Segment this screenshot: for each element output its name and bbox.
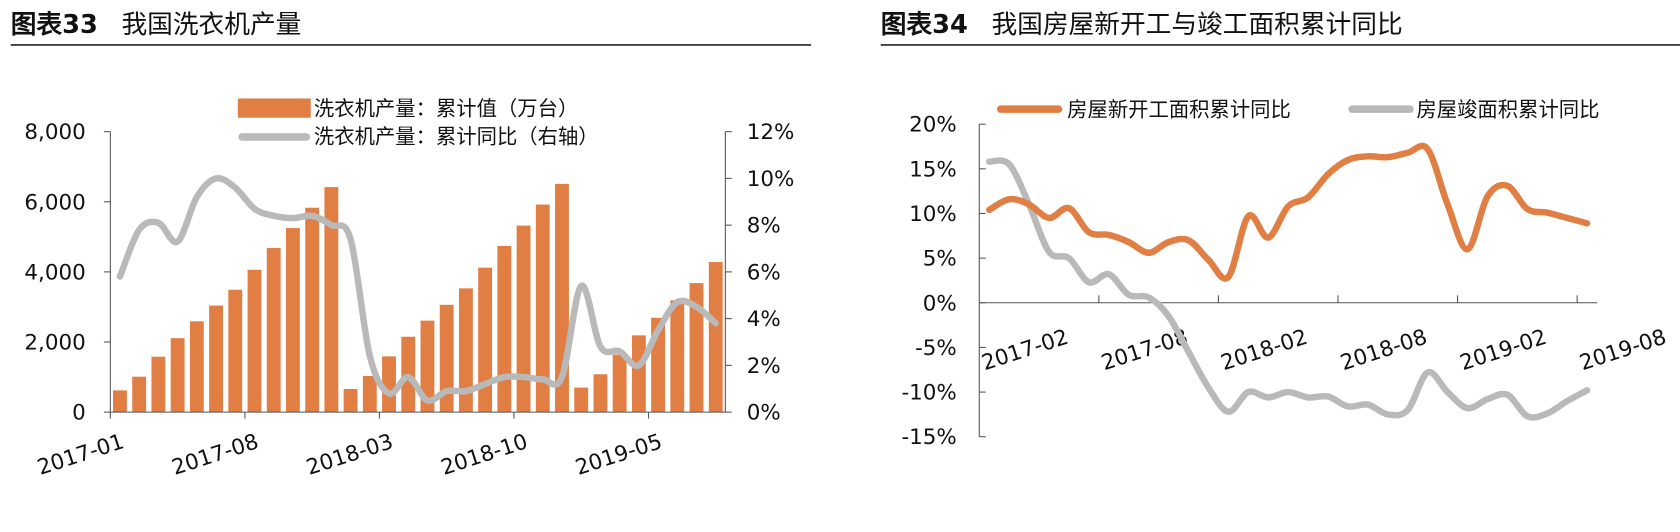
bar bbox=[478, 267, 493, 413]
chart-33: 图表33 我国洗衣机产量 0 2,000 4,000 6,000 8,000 0% 2% 4% 6… bbox=[10, 10, 812, 481]
right-tick-label: 6% bbox=[747, 260, 781, 285]
bar bbox=[497, 245, 512, 413]
y-tick-label: 0% bbox=[923, 291, 957, 316]
x-tick-label: 2018-03 bbox=[303, 429, 396, 480]
bar bbox=[209, 305, 223, 413]
bar bbox=[593, 374, 608, 413]
right-tick-label: 2% bbox=[747, 354, 781, 379]
right-tick-label: 0% bbox=[747, 401, 781, 426]
chart-33-title-text: 我国洗衣机产量 bbox=[121, 10, 301, 40]
bar bbox=[516, 225, 531, 413]
bar bbox=[631, 335, 646, 413]
x-tick-label: 2017-08 bbox=[169, 429, 262, 480]
legend-label-completions: 房屋竣面积累计同比 bbox=[1416, 98, 1599, 122]
right-tick-label: 4% bbox=[747, 307, 781, 332]
x-tick-label: 2019-08 bbox=[1577, 325, 1670, 376]
chart-34-number: 图表34 bbox=[881, 10, 968, 40]
bar bbox=[535, 204, 550, 413]
chart-33-number: 图表33 bbox=[11, 10, 98, 40]
chart-34-title-text: 我国房屋新开工与竣工面积累计同比 bbox=[991, 10, 1402, 40]
chart-33-plot: 0 2,000 4,000 6,000 8,000 0% 2% 4% 6% 8% 10% 12% 201… bbox=[24, 120, 794, 481]
bar bbox=[420, 320, 435, 413]
series-line-starts bbox=[986, 142, 1591, 282]
x-tick-label: 2018-10 bbox=[438, 429, 531, 480]
right-tick-label: 8% bbox=[747, 214, 781, 239]
bar bbox=[324, 187, 339, 413]
bar bbox=[612, 354, 627, 413]
y-tick-label: 10% bbox=[909, 202, 957, 227]
bar bbox=[458, 288, 473, 413]
y-tick-label: 15% bbox=[909, 157, 957, 182]
bar bbox=[189, 321, 204, 413]
legend-label-starts: 房屋新开工面积累计同比 bbox=[1067, 98, 1291, 122]
series-line-completions bbox=[986, 157, 1591, 421]
y-tick-label: 5% bbox=[923, 247, 957, 272]
bar bbox=[305, 207, 320, 413]
legend-swatch-bar bbox=[237, 98, 311, 118]
series-line-yoy bbox=[116, 174, 719, 404]
bar bbox=[382, 356, 396, 413]
bar bbox=[286, 228, 300, 413]
chart-33-title: 图表33 我国洗衣机产量 bbox=[11, 10, 302, 40]
left-tick-label: 0 bbox=[72, 401, 86, 426]
right-tick-label: 10% bbox=[747, 167, 795, 192]
bar bbox=[228, 289, 243, 413]
bar bbox=[708, 262, 723, 413]
left-tick-label: 8,000 bbox=[24, 120, 85, 145]
right-tick-label: 12% bbox=[747, 120, 795, 145]
legend-label-line: 洗衣机产量：累计同比（右轴） bbox=[314, 124, 599, 148]
bar bbox=[439, 304, 454, 413]
x-tick-label: 2018-08 bbox=[1337, 325, 1430, 376]
bar bbox=[170, 338, 185, 413]
bar bbox=[247, 269, 262, 413]
bar bbox=[574, 387, 589, 413]
chart-34: 图表34 我国房屋新开工与竣工面积累计同比 -15% -10% -5% 0% 5% 10% 1… bbox=[880, 10, 1680, 451]
bar bbox=[689, 283, 704, 413]
bar bbox=[670, 300, 685, 413]
bar bbox=[343, 388, 358, 413]
bar bbox=[266, 248, 281, 413]
bar bbox=[151, 356, 166, 413]
bar bbox=[362, 376, 377, 413]
x-tick-label: 2018-02 bbox=[1218, 325, 1311, 376]
bar bbox=[132, 376, 147, 413]
left-tick-label: 4,000 bbox=[24, 260, 85, 285]
chart-34-title: 图表34 我国房屋新开工与竣工面积累计同比 bbox=[881, 10, 1403, 40]
y-tick-label: -15% bbox=[901, 425, 956, 450]
x-tick-label: 2019-05 bbox=[572, 429, 665, 480]
left-tick-label: 6,000 bbox=[24, 190, 85, 215]
chart-34-plot: -15%-10%-5%0%5%10%15%20%2017-02 2017-08 20… bbox=[901, 113, 1669, 451]
x-tick-label: 2017-02 bbox=[979, 325, 1072, 376]
y-tick-label: -10% bbox=[901, 381, 956, 406]
legend-label-bar: 洗衣机产量：累计值（万台） bbox=[314, 97, 578, 121]
left-tick-label: 2,000 bbox=[24, 331, 85, 356]
y-tick-label: -5% bbox=[915, 336, 957, 361]
y-tick-label: 20% bbox=[909, 113, 957, 138]
bar bbox=[113, 390, 127, 413]
x-tick-label: 2019-02 bbox=[1457, 325, 1550, 376]
x-tick-label: 2017-01 bbox=[34, 429, 127, 480]
